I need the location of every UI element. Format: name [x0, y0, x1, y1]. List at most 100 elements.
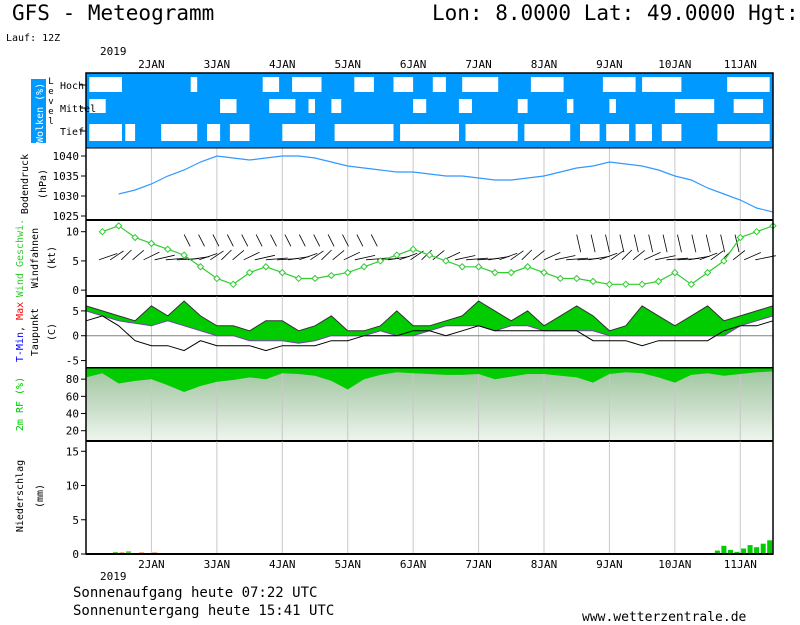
cloud-sub-letter: v	[48, 97, 53, 107]
bottom-tick-label: 3JAN	[204, 558, 231, 571]
cloud-band	[220, 99, 237, 113]
wind-speed-point	[262, 263, 270, 271]
top-tick-label: 5JAN	[334, 58, 361, 71]
wind-speed-point	[474, 263, 483, 271]
y-tick-label: 5	[72, 514, 79, 527]
wind-panel: 0 5 10 Wind Geschwi. Windfahnen (kt)	[15, 219, 777, 297]
wind-barb	[356, 234, 364, 247]
wind-barb	[221, 249, 232, 261]
cloud-band	[661, 124, 682, 141]
wind-speed-point	[213, 274, 221, 283]
wind-barb	[744, 252, 761, 261]
wind-barb	[299, 253, 318, 261]
wind-speed-point	[115, 222, 123, 230]
source-url: www.wetterzentrale.de	[582, 610, 747, 625]
precip-bar	[760, 543, 766, 554]
pressure-line	[118, 155, 774, 213]
cloud-band	[308, 99, 315, 113]
cloud-sub-letter: l	[48, 117, 53, 127]
bottom-x-axis: 2JAN 3JAN 4JAN 5JAN 6JAN 7JAN 8JAN 9JAN 10JAN 11J…	[100, 558, 757, 583]
precip-bar	[741, 548, 747, 554]
wind-barb	[232, 249, 245, 261]
wind-speed-point	[671, 268, 679, 277]
top-tick-label: 7JAN	[465, 58, 492, 71]
wind-barb	[720, 234, 726, 253]
bottom-tick-label: 8JAN	[531, 558, 558, 571]
humidity-panel: 20 40 60 80 2m RF (%)	[15, 367, 774, 442]
cloud-label-bg	[31, 79, 46, 143]
temperature-panel: -5 0 5 T-Min, Max Taupunkt (C)	[15, 295, 774, 369]
wind-barb	[677, 234, 682, 253]
cloud-band	[727, 77, 770, 92]
cloud-band	[400, 124, 459, 141]
cloud-band	[413, 99, 427, 113]
precip-bar	[767, 540, 773, 554]
bottom-tick-label: 2JAN	[138, 558, 165, 571]
wind-barb	[298, 234, 306, 247]
location-info: Lon: 8.0000 Lat: 49.0000 Hgt: 17	[432, 1, 800, 25]
cloud-band	[465, 124, 518, 141]
wind-barb	[454, 255, 476, 261]
wind-speed-point	[622, 280, 630, 289]
precip-bar	[747, 545, 753, 554]
y-tick-label: 1040	[53, 150, 80, 163]
wind-speed-point	[458, 263, 466, 271]
y-tick-label: 1025	[53, 210, 80, 223]
wind-barb	[243, 251, 260, 261]
wind-barb	[648, 234, 654, 253]
wind-speed-point	[278, 268, 286, 277]
wind-barb	[154, 254, 175, 261]
wind-barb	[633, 234, 639, 253]
cloud-band	[292, 77, 322, 92]
wind-speed-point	[736, 233, 744, 242]
bottom-tick-label: 6JAN	[400, 558, 427, 571]
pressure-panel: 1025 1030 1035 1040 Bodendruck (hPa)	[20, 147, 774, 223]
wind-barb	[432, 250, 445, 261]
cloud-band	[354, 77, 374, 92]
y-tick-label: 1030	[53, 190, 80, 203]
cloud-band	[125, 124, 136, 141]
wind-speed-point	[752, 227, 761, 236]
wind-speed-point	[360, 263, 368, 271]
wind-barb	[688, 255, 710, 261]
wind-speed-point	[720, 257, 728, 265]
wind-speed-point	[196, 263, 205, 271]
wind-barb	[655, 255, 676, 261]
wind-barb	[132, 249, 145, 261]
top-tick-label: 10JAN	[658, 58, 691, 71]
wind-speed-point	[376, 257, 385, 265]
y-tick-label: 5	[72, 305, 79, 318]
wind-barb	[621, 249, 633, 261]
cloud-band	[733, 99, 764, 113]
wind-barb	[226, 234, 234, 247]
top-x-axis: 2019 2JAN 3JAN 4JAN 5JAN 6JAN 7JAN 8JAN 9JAN 10JA…	[100, 45, 757, 71]
wind-barb	[734, 234, 740, 253]
cloud-band	[262, 77, 280, 92]
wind-speed-point	[523, 263, 532, 271]
wind-barb	[212, 234, 220, 247]
cloud-band	[580, 124, 600, 141]
wind-speed-point	[540, 268, 548, 277]
wind-barb	[98, 253, 118, 261]
cloud-band	[89, 77, 122, 92]
wind-speed-point	[425, 251, 434, 259]
bottom-year-label: 2019	[100, 570, 127, 583]
precip-yunit: (mm)	[35, 484, 46, 508]
wind-barb	[354, 255, 376, 261]
wind-barb	[590, 234, 596, 253]
y-tick-label: 15	[66, 445, 79, 458]
wind-barb	[555, 255, 576, 261]
wind-barb	[662, 234, 668, 253]
cloud-band	[282, 124, 315, 141]
wind-barb	[183, 234, 191, 247]
top-tick-label: 3JAN	[204, 58, 231, 71]
y-tick-label: -5	[66, 355, 79, 368]
wind-barb	[199, 253, 218, 261]
cloud-band	[642, 77, 682, 92]
wind-barb	[691, 234, 697, 253]
bottom-tick-label: 10JAN	[658, 558, 691, 571]
wind-barb	[255, 234, 263, 247]
wind-barb	[521, 249, 533, 261]
wind-speed-point	[344, 268, 352, 277]
precip-bar	[714, 550, 720, 554]
